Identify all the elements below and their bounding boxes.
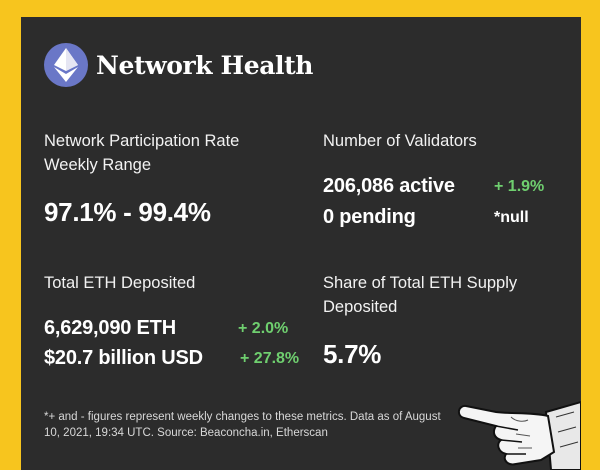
network-health-card: Network Health Network Participation Rat… bbox=[21, 17, 581, 470]
deposited-usd: $20.7 billion USD bbox=[44, 347, 203, 369]
share-label-line2: Deposited bbox=[323, 298, 398, 316]
ethereum-icon bbox=[44, 43, 88, 87]
validators-pending-change: *null bbox=[494, 209, 529, 226]
participation-label: Network Participation Rate Weekly Range bbox=[44, 129, 239, 177]
participation-value: 97.1% - 99.4% bbox=[44, 197, 211, 227]
share-label: Share of Total ETH Supply Deposited bbox=[323, 271, 517, 319]
deposited-eth: 6,629,090 ETH bbox=[44, 317, 176, 339]
participation-label-line1: Network Participation Rate bbox=[44, 132, 240, 150]
header: Network Health bbox=[44, 43, 313, 87]
validators-pending: 0 pending bbox=[323, 206, 416, 228]
footnote: *+ and - figures represent weekly change… bbox=[44, 411, 441, 439]
validators-active-change: + 1.9% bbox=[494, 178, 545, 195]
validators-label: Number of Validators bbox=[323, 132, 477, 150]
deposited-eth-change: + 2.0% bbox=[238, 320, 289, 337]
share-label-line1: Share of Total ETH Supply bbox=[323, 274, 518, 292]
deposited-usd-change: + 27.8% bbox=[240, 350, 300, 367]
share-value: 5.7% bbox=[323, 339, 382, 369]
deposited-label: Total ETH Deposited bbox=[44, 274, 196, 292]
pointing-hand-icon bbox=[456, 372, 581, 470]
page-title: Network Health bbox=[96, 50, 314, 80]
participation-label-line2: Weekly Range bbox=[44, 156, 152, 174]
validators-active: 206,086 active bbox=[323, 175, 455, 197]
